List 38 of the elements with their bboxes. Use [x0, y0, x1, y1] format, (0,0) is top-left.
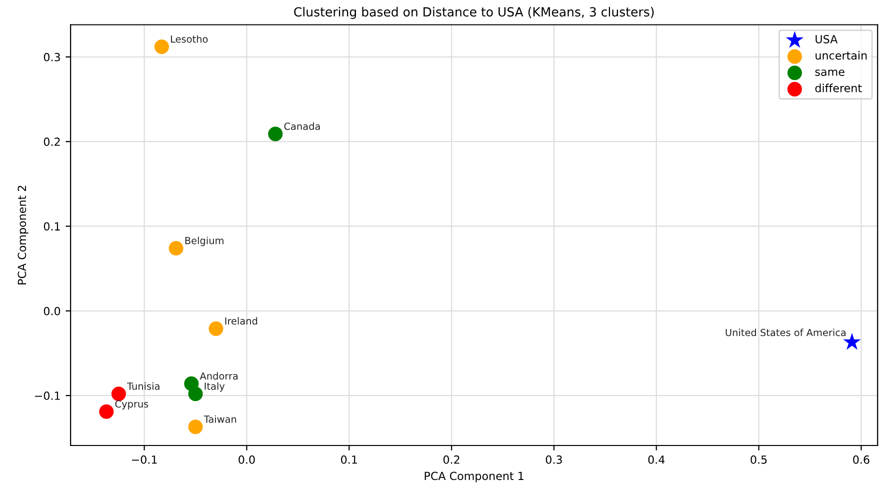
point — [208, 321, 224, 336]
annotation: Belgium — [185, 236, 224, 246]
annotation: Taiwan — [204, 415, 236, 423]
legend-label: uncertain — [816, 51, 867, 60]
legend-label: same — [815, 70, 844, 76]
x-tick-label: 0.1 — [341, 455, 357, 464]
x-tick-label: 0.5 — [750, 455, 767, 464]
point — [154, 39, 169, 54]
y-tick-label: −0.1 — [35, 392, 60, 400]
annotation: Cyprus — [115, 400, 148, 410]
x-tick-label: 0.3 — [546, 455, 562, 464]
x-tick-label: 0.4 — [648, 455, 665, 464]
point — [99, 404, 114, 419]
y-tick-label: 0.3 — [44, 52, 60, 62]
legend-label: USA — [816, 34, 838, 44]
point — [268, 126, 283, 142]
point — [188, 386, 203, 402]
x-tick-label: −0.1 — [132, 455, 157, 464]
legend-label: different — [815, 84, 862, 92]
x-tick-label: 0.0 — [238, 455, 255, 464]
annotation: Lesotho — [170, 35, 208, 43]
point — [111, 386, 126, 402]
y-tick-label: 0.1 — [44, 222, 60, 231]
y-tick-label: 0.2 — [44, 138, 60, 146]
x-tick-label: 0.6 — [853, 455, 870, 464]
x-tick-label: 0.2 — [443, 455, 460, 464]
annotation: Canada — [284, 122, 320, 130]
point — [168, 240, 184, 256]
chart-title: Clustering based on Distance to USA (KMeans, 3 clusters) — [294, 6, 654, 20]
annotation: Ireland — [225, 317, 258, 325]
y-tick-label: 0.0 — [44, 306, 60, 316]
annotation: Andorra — [200, 372, 238, 380]
annotation: Tunisia — [127, 382, 160, 390]
annotation: Italy — [204, 382, 225, 392]
point — [188, 420, 203, 434]
y-axis-title: PCA Component 2 — [18, 186, 28, 284]
annotation: United States of America — [726, 328, 846, 336]
x-axis-title: PCA Component 1 — [424, 472, 524, 482]
